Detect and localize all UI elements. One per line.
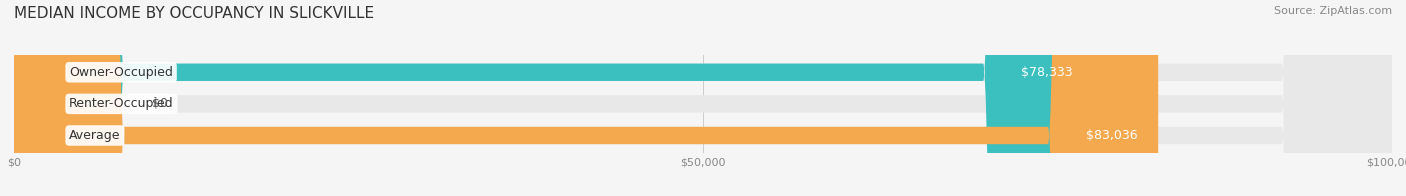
FancyBboxPatch shape — [14, 0, 1094, 196]
FancyBboxPatch shape — [14, 0, 1392, 196]
Text: $0: $0 — [152, 97, 167, 110]
Text: Source: ZipAtlas.com: Source: ZipAtlas.com — [1274, 6, 1392, 16]
FancyBboxPatch shape — [14, 0, 1392, 196]
FancyBboxPatch shape — [14, 0, 1392, 196]
Text: Renter-Occupied: Renter-Occupied — [69, 97, 174, 110]
FancyBboxPatch shape — [14, 0, 1159, 196]
Text: $83,036: $83,036 — [1085, 129, 1137, 142]
Text: MEDIAN INCOME BY OCCUPANCY IN SLICKVILLE: MEDIAN INCOME BY OCCUPANCY IN SLICKVILLE — [14, 6, 374, 21]
Text: Owner-Occupied: Owner-Occupied — [69, 66, 173, 79]
Text: $78,333: $78,333 — [1021, 66, 1073, 79]
Text: Average: Average — [69, 129, 121, 142]
FancyBboxPatch shape — [14, 0, 111, 196]
